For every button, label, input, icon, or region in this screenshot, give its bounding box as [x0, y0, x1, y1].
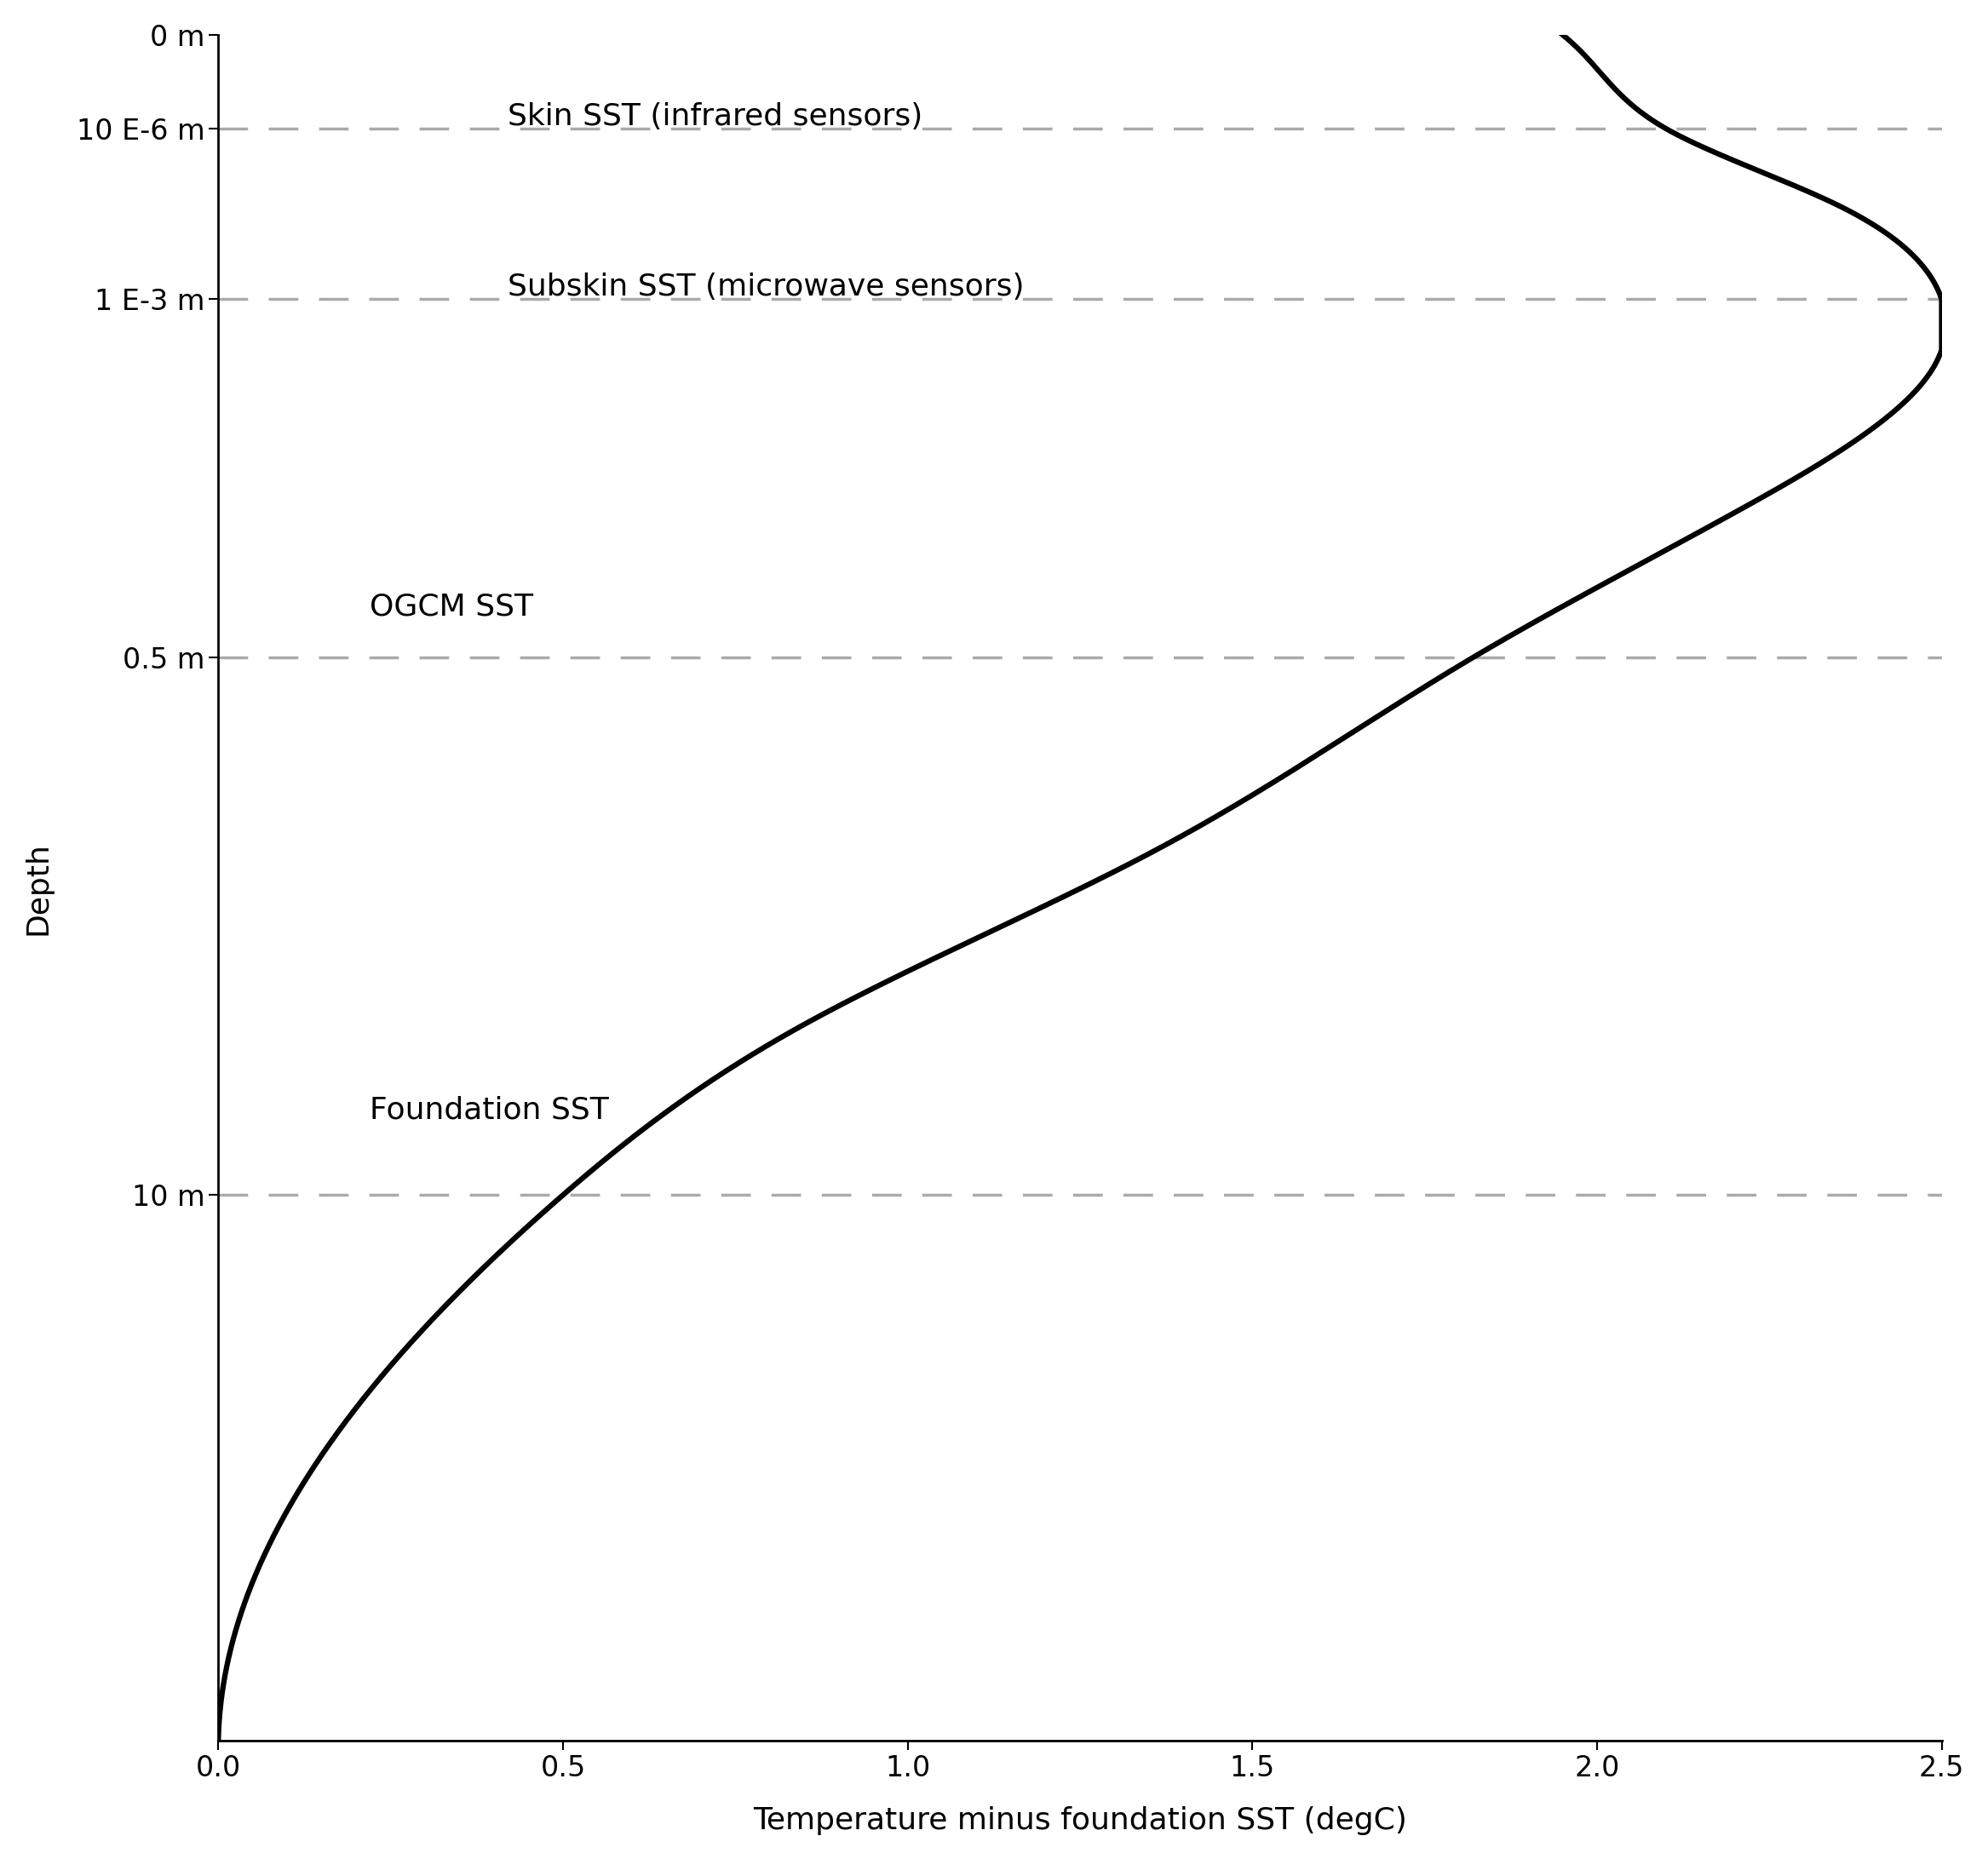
Text: OGCM SST: OGCM SST — [370, 591, 533, 621]
Y-axis label: Depth: Depth — [24, 840, 52, 935]
Text: Foundation SST: Foundation SST — [370, 1095, 608, 1125]
Text: Subskin SST (microwave sensors): Subskin SST (microwave sensors) — [507, 273, 1024, 301]
X-axis label: Temperature minus foundation SST (degC): Temperature minus foundation SST (degC) — [753, 1807, 1408, 1835]
Text: Skin SST (infrared sensors): Skin SST (infrared sensors) — [507, 102, 922, 132]
